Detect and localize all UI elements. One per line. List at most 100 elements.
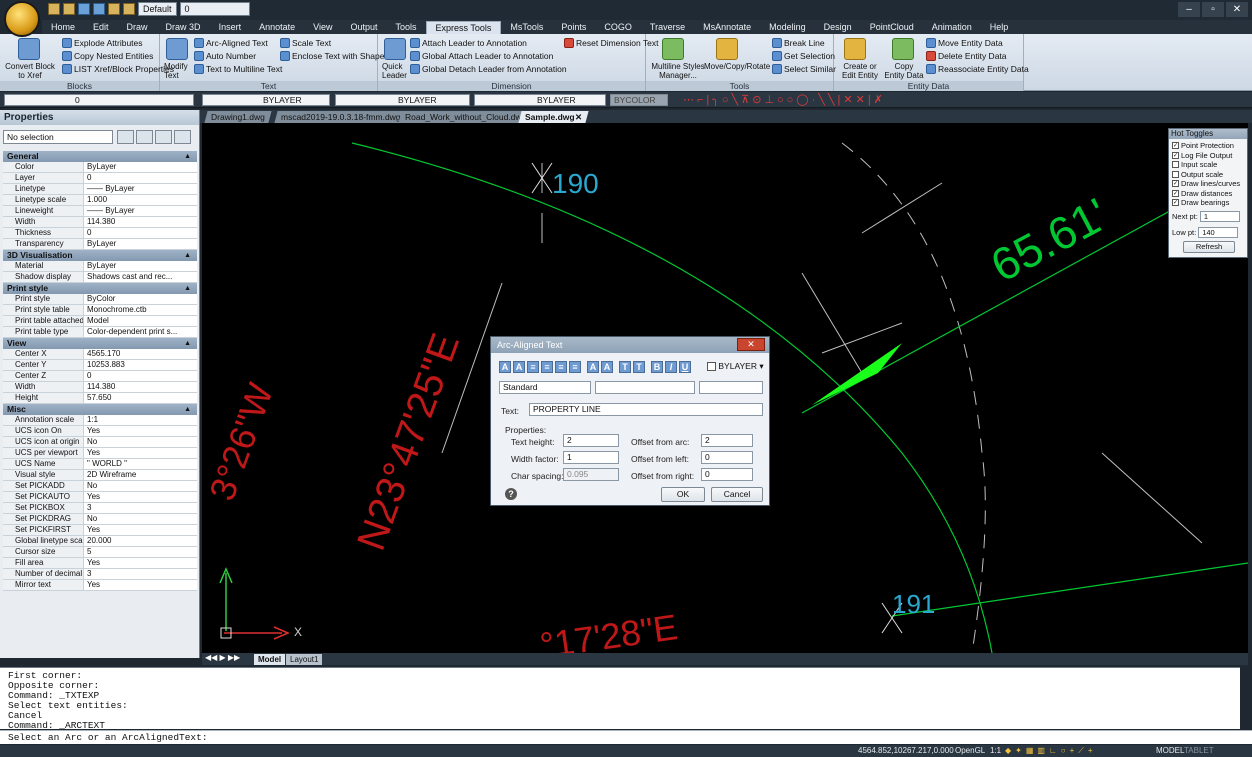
- property-value[interactable]: ByLayer: [87, 162, 117, 171]
- scale-text-button[interactable]: Scale Text: [280, 38, 331, 48]
- property-row[interactable]: Layer 0: [3, 173, 197, 184]
- checkbox[interactable]: [1172, 161, 1179, 169]
- text-height-input[interactable]: 2: [563, 434, 619, 447]
- property-row[interactable]: Visual style 2D Wireframe: [3, 470, 197, 481]
- tab-animation[interactable]: Animation: [931, 22, 972, 32]
- align-left-icon[interactable]: A: [513, 361, 525, 373]
- property-row[interactable]: Lineweight —— ByLayer: [3, 206, 197, 217]
- tab-layout1[interactable]: Layout1: [286, 654, 323, 665]
- hot-toggle-item[interactable]: ✓ Draw lines/curves: [1169, 179, 1247, 189]
- doc-tab-1[interactable]: Drawing1.dwg: [204, 111, 272, 123]
- property-value[interactable]: Color-dependent print s...: [87, 327, 178, 336]
- section-misc[interactable]: Misc ▲: [3, 404, 197, 415]
- offset-right-input[interactable]: 0: [701, 468, 753, 481]
- tab-msannotate[interactable]: MsAnnotate: [703, 22, 752, 32]
- quick-layer-dropdown[interactable]: 0: [179, 2, 250, 16]
- modify-text-button[interactable]: Modify Text: [164, 62, 188, 80]
- linetype-dropdown[interactable]: BYLAYER: [335, 94, 470, 106]
- checkbox[interactable]: ✓: [1172, 151, 1179, 159]
- tab-mstools[interactable]: MsTools: [510, 22, 544, 32]
- property-row[interactable]: Center Y 10253.883: [3, 360, 197, 371]
- checkbox[interactable]: [1172, 170, 1179, 178]
- section-general[interactable]: General ▲: [3, 151, 197, 162]
- quick-select-icon[interactable]: [155, 130, 172, 144]
- command-line-input[interactable]: Select an Arc or an ArcAlignedText:: [0, 730, 1252, 744]
- property-value[interactable]: ByLayer: [87, 261, 117, 270]
- doc-tab-2[interactable]: mscad2019-19.0.3.18-fmm.dwg: [274, 111, 408, 123]
- minimize-button[interactable]: –: [1178, 2, 1200, 17]
- save-icon[interactable]: [78, 3, 90, 15]
- property-value[interactable]: 1.000: [87, 195, 108, 204]
- select-objects-icon[interactable]: [136, 130, 153, 144]
- property-value[interactable]: 57.650: [87, 393, 112, 402]
- collapse-caret-icon[interactable]: ▲: [184, 252, 191, 259]
- property-value[interactable]: Yes: [87, 448, 101, 457]
- align-right-icon[interactable]: ≡: [527, 361, 539, 373]
- help-icon[interactable]: [174, 130, 191, 144]
- property-row[interactable]: Set PICKADD No: [3, 481, 197, 492]
- ok-button[interactable]: OK: [661, 487, 705, 502]
- workspace-dropdown[interactable]: Default: [138, 2, 177, 16]
- print-icon[interactable]: [93, 3, 105, 15]
- offset-arc-input[interactable]: 2: [701, 434, 753, 447]
- property-value[interactable]: 3: [87, 569, 92, 578]
- draw-tools-strip[interactable]: ⋯⌐|╮○╲⊼⊙⊥○○◯·╲╲|✕✕|✗: [683, 94, 886, 106]
- renderer-label[interactable]: OpenGL: [955, 746, 986, 755]
- property-row[interactable]: Set PICKBOX 3: [3, 503, 197, 514]
- property-row[interactable]: Global linetype scale 20.000: [3, 536, 197, 547]
- property-value[interactable]: " WORLD ": [87, 459, 127, 468]
- tab-pointcloud[interactable]: PointCloud: [869, 22, 914, 32]
- hot-toggle-item[interactable]: Input scale: [1169, 160, 1247, 170]
- refresh-button[interactable]: Refresh: [1183, 241, 1235, 253]
- property-row[interactable]: UCS icon at origin No: [3, 437, 197, 448]
- selection-dropdown[interactable]: No selection: [3, 130, 113, 144]
- quick-leader-icon[interactable]: [384, 38, 406, 60]
- property-value[interactable]: 4565.170: [87, 349, 121, 358]
- collapse-caret-icon[interactable]: ▲: [184, 285, 191, 292]
- property-row[interactable]: Set PICKFIRST Yes: [3, 525, 197, 536]
- property-value[interactable]: 5: [87, 547, 92, 556]
- property-row[interactable]: UCS icon On Yes: [3, 426, 197, 437]
- hot-toggle-item[interactable]: ✓ Draw bearings: [1169, 198, 1247, 208]
- property-value[interactable]: 0: [87, 173, 92, 182]
- property-value[interactable]: —— ByLayer: [87, 206, 135, 215]
- property-row[interactable]: Linetype scale 1.000: [3, 195, 197, 206]
- model-toggle[interactable]: MODEL: [1156, 746, 1185, 755]
- property-row[interactable]: UCS Name " WORLD ": [3, 459, 197, 470]
- doc-tab-3[interactable]: Road_Work_without_Cloud.dwg: [398, 111, 533, 123]
- toggle-pickadd-icon[interactable]: [117, 130, 134, 144]
- property-row[interactable]: Annotation scale 1:1: [3, 415, 197, 426]
- get-selection-button[interactable]: Get Selection: [772, 51, 835, 61]
- new-icon[interactable]: [48, 3, 60, 15]
- annotation-scale[interactable]: 1:1: [990, 746, 1002, 755]
- property-row[interactable]: Print table attached toModel: [3, 316, 197, 327]
- modify-text-icon[interactable]: [166, 38, 188, 60]
- low-pt-input[interactable]: 140: [1198, 227, 1239, 238]
- style-dropdown[interactable]: Standard: [499, 381, 591, 394]
- move-copy-rotate-button[interactable]: Move/Copy/Rotate: [704, 62, 771, 71]
- status-tools-icons[interactable]: ◆✦▦▥∟○+⟋+: [1005, 746, 1097, 755]
- property-value[interactable]: 1:1: [87, 415, 99, 424]
- fit-icon[interactable]: ≡: [541, 361, 553, 373]
- tab-tools[interactable]: Tools: [395, 22, 417, 32]
- tablet-toggle[interactable]: TABLET: [1184, 746, 1214, 755]
- drawing-canvas[interactable]: 190 191 65.61' N23°47'25"E 3°26"W °17'28…: [202, 123, 1248, 653]
- tab-view[interactable]: View: [313, 22, 333, 32]
- tab-help[interactable]: Help: [989, 22, 1009, 32]
- checkbox[interactable]: ✓: [1172, 142, 1179, 150]
- explode-attributes-button[interactable]: Explode Attributes: [62, 38, 143, 48]
- property-value[interactable]: —— ByLayer: [87, 184, 135, 193]
- offset-left-input[interactable]: 0: [701, 451, 753, 464]
- tab-annotate[interactable]: Annotate: [259, 22, 296, 32]
- property-value[interactable]: 0: [87, 228, 92, 237]
- property-row[interactable]: Cursor size 5: [3, 547, 197, 558]
- property-row[interactable]: Set PICKDRAG No: [3, 514, 197, 525]
- tab-design[interactable]: Design: [823, 22, 852, 32]
- undo-icon[interactable]: [108, 3, 120, 15]
- checkbox[interactable]: ✓: [1172, 189, 1179, 197]
- collapse-caret-icon[interactable]: ▲: [184, 340, 191, 347]
- property-value[interactable]: Yes: [87, 525, 101, 534]
- width-factor-input[interactable]: 1: [563, 451, 619, 464]
- cancel-button[interactable]: Cancel: [711, 487, 763, 502]
